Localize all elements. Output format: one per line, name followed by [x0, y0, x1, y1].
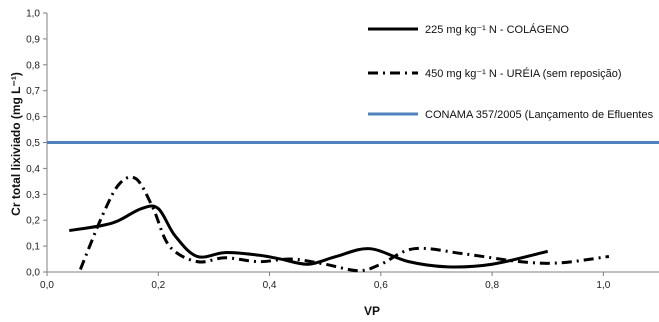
x-tick-label: 0,2	[151, 280, 165, 291]
x-tick-label: 0,0	[40, 280, 54, 291]
y-tick-label: 0,3	[26, 190, 40, 201]
x-tick-label: 0,4	[263, 280, 277, 291]
legend: 225 mg kg⁻¹ N - COLÁGENO 450 mg kg⁻¹ N -…	[368, 23, 654, 121]
y-axis-title: Cr total lixiviado (mg L⁻¹)	[9, 72, 23, 216]
x-tick-label: 0,8	[485, 280, 499, 291]
y-tick-label: 0,2	[26, 216, 40, 227]
y-tick-label: 0,7	[26, 86, 40, 97]
x-tick-label: 0,6	[374, 280, 388, 291]
y-tick-label: 0,6	[26, 112, 40, 123]
y-tick-label: 0,4	[26, 164, 40, 175]
y-tick-label: 0,8	[26, 60, 40, 71]
x-axis-title: VP	[364, 304, 380, 318]
series-line-ureia	[78, 175, 610, 273]
tick-labels: 0,0 0,1 0,2 0,3 0,4 0,5 0,6 0,7 0,8 0,9 1,0 0,0 0,2 0…	[26, 9, 611, 292]
y-tick-label: 0,9	[26, 34, 40, 45]
legend-label-colageno: 225 mg kg⁻¹ N - COLÁGENO	[425, 23, 569, 36]
series-lines	[47, 141, 659, 273]
y-tick-label: 1,0	[26, 9, 40, 20]
y-tick-label: 0,5	[26, 138, 40, 149]
axes	[43, 12, 659, 276]
y-tick-label: 0,0	[26, 268, 40, 279]
x-tick-label: 1,0	[596, 280, 610, 291]
series-line-colageno	[69, 204, 549, 269]
legend-label-conama: CONAMA 357/2005 (Lançamento de Efluentes	[425, 109, 654, 121]
legend-label-ureia: 450 mg kg⁻¹ N - URÉIA (sem reposição)	[425, 67, 622, 80]
y-tick-label: 0,1	[26, 242, 40, 253]
